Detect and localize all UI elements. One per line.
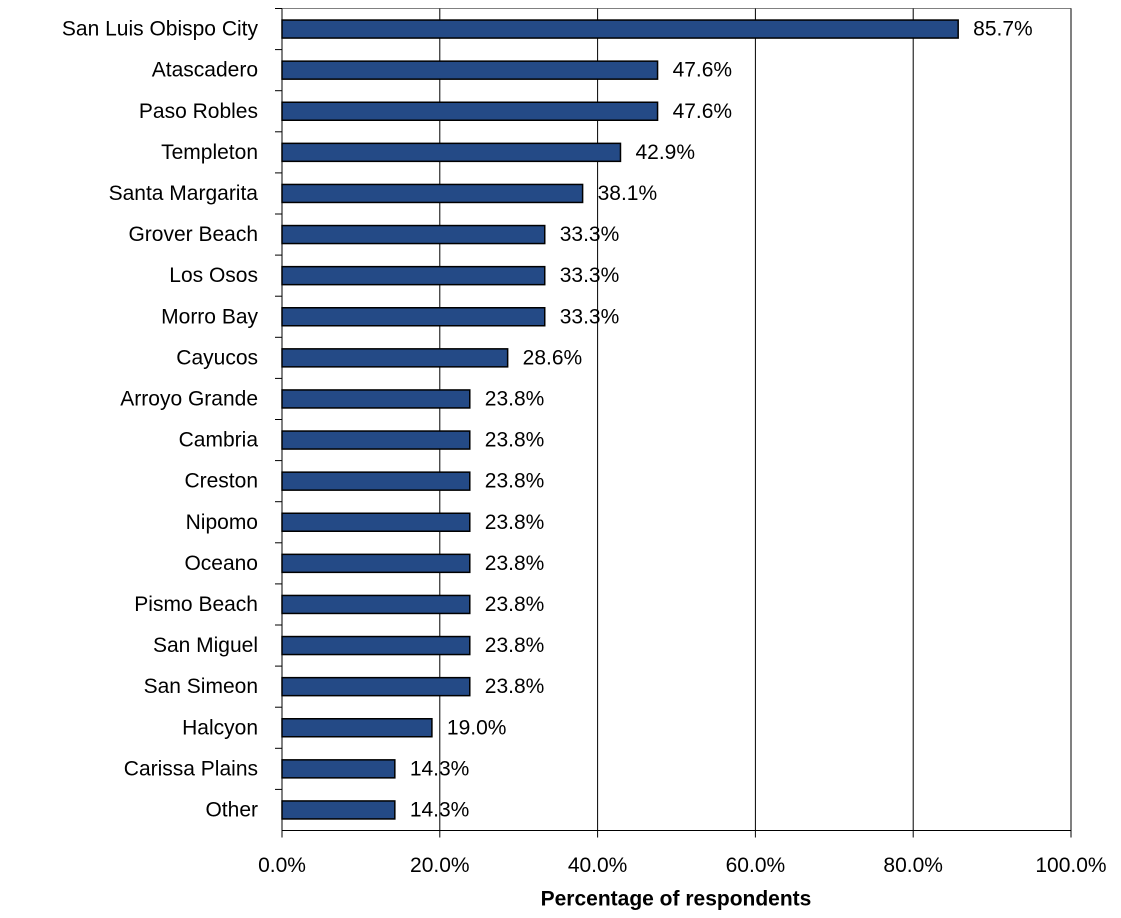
bar <box>281 718 433 738</box>
bar <box>281 594 471 615</box>
value-label: 23.8% <box>485 675 545 698</box>
value-label: 33.3% <box>560 305 620 328</box>
bar <box>281 101 659 121</box>
y-tick-label: Paso Robles <box>139 100 258 123</box>
y-tick-label: Atascadero <box>152 59 258 82</box>
bar <box>281 142 622 163</box>
x-tick-label: 100.0% <box>1035 854 1106 877</box>
x-tick-label: 80.0% <box>883 854 943 877</box>
value-label: 23.8% <box>485 634 545 657</box>
y-tick-label: Pismo Beach <box>134 593 258 616</box>
bar <box>281 430 471 450</box>
value-label: 23.8% <box>485 511 545 534</box>
y-tick-label: Cambria <box>179 429 259 452</box>
bar <box>281 19 959 39</box>
x-axis-title: Percentage of respondents <box>541 888 812 911</box>
y-tick-label: Templeton <box>161 141 258 164</box>
y-tick-label: Halcyon <box>182 716 258 739</box>
bar <box>281 224 546 245</box>
value-label: 28.6% <box>523 346 583 369</box>
bar <box>281 635 471 656</box>
value-label: 19.0% <box>447 716 507 739</box>
value-label: 23.8% <box>485 552 545 575</box>
bar <box>281 553 471 574</box>
value-label: 23.8% <box>485 593 545 616</box>
y-tick-label: Nipomo <box>186 511 258 534</box>
bar <box>281 348 509 368</box>
value-label: 42.9% <box>635 141 695 164</box>
value-label: 23.8% <box>485 470 545 493</box>
value-label: 85.7% <box>973 18 1033 41</box>
value-label: 23.8% <box>485 429 545 452</box>
bar <box>281 389 471 409</box>
value-label: 47.6% <box>673 59 733 82</box>
y-tick-label: Grover Beach <box>128 223 258 246</box>
plot-area <box>281 8 1072 831</box>
value-label: 38.1% <box>598 182 658 205</box>
y-tick-label: San Simeon <box>144 675 258 698</box>
y-tick-label: Los Osos <box>169 264 258 287</box>
y-tick-label: Santa Margarita <box>109 182 259 205</box>
bar <box>281 512 471 532</box>
value-label: 33.3% <box>560 223 620 246</box>
y-tick-label: Carissa Plains <box>124 757 258 780</box>
value-label: 23.8% <box>485 387 545 410</box>
bar <box>281 183 584 204</box>
y-tick-label: Arroyo Grande <box>120 387 258 410</box>
bar <box>281 307 546 327</box>
value-label: 14.3% <box>410 798 470 821</box>
bar <box>281 676 471 697</box>
x-tick-label: 20.0% <box>410 854 470 877</box>
bar <box>281 800 396 820</box>
x-tick-label: 40.0% <box>568 854 628 877</box>
value-label: 47.6% <box>673 100 733 123</box>
y-tick-label: Other <box>205 798 258 821</box>
y-tick-label: San Luis Obispo City <box>62 18 259 41</box>
y-tick-label: Oceano <box>184 552 258 575</box>
y-tick-label: San Miguel <box>153 634 258 657</box>
x-tick-label: 0.0% <box>258 854 306 877</box>
value-label: 14.3% <box>410 757 470 780</box>
bar <box>281 265 546 286</box>
y-tick-label: Creston <box>184 470 258 493</box>
value-label: 33.3% <box>560 264 620 287</box>
y-tick-label: Cayucos <box>176 346 258 369</box>
bar <box>281 759 396 779</box>
y-tick-label: Morro Bay <box>161 305 258 328</box>
bar <box>281 60 659 80</box>
bar <box>281 471 471 491</box>
x-tick-label: 60.0% <box>726 854 786 877</box>
